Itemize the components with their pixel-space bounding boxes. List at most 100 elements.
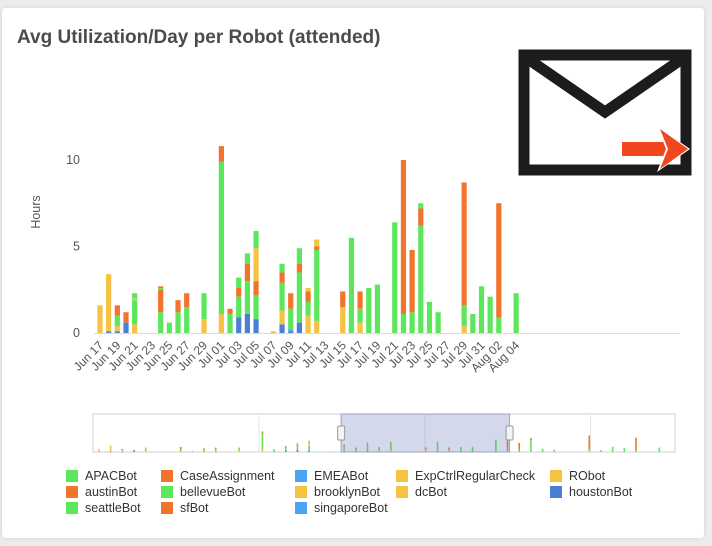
bar-segment[interactable]: [114, 326, 120, 332]
bar-segment[interactable]: [435, 312, 441, 333]
bar-segment[interactable]: [357, 308, 363, 323]
bar-segment[interactable]: [314, 243, 320, 247]
bar-segment[interactable]: [296, 263, 303, 273]
bar-segment[interactable]: [244, 253, 250, 264]
bar-segment[interactable]: [201, 319, 207, 333]
bar-segment[interactable]: [470, 313, 476, 333]
bar-segment[interactable]: [106, 274, 112, 332]
bar-segment[interactable]: [305, 301, 311, 316]
bar-segment[interactable]: [288, 331, 294, 333]
bar-segment[interactable]: [158, 289, 164, 313]
bar-segment[interactable]: [340, 307, 346, 333]
bar-segment[interactable]: [201, 293, 207, 295]
bar-segment[interactable]: [314, 239, 320, 244]
bar-segment[interactable]: [513, 313, 519, 333]
bar-segment[interactable]: [461, 182, 467, 204]
bar-segment[interactable]: [132, 300, 138, 325]
bar-segment[interactable]: [132, 324, 138, 333]
bar-segment[interactable]: [158, 312, 164, 333]
legend-item[interactable]: APACBot: [66, 469, 137, 483]
bar-segment[interactable]: [123, 312, 129, 323]
navigator-handle[interactable]: [337, 425, 346, 441]
bar-segment[interactable]: [296, 272, 303, 323]
bar-segment[interactable]: [270, 331, 276, 333]
bar-segment[interactable]: [487, 296, 493, 311]
bar-segment[interactable]: [478, 286, 485, 308]
bar-segment[interactable]: [288, 293, 294, 309]
bar-segment[interactable]: [114, 305, 120, 316]
bar-segment[interactable]: [357, 291, 363, 309]
bar-segment[interactable]: [305, 315, 311, 333]
bar-segment[interactable]: [123, 322, 129, 333]
bar-segment[interactable]: [132, 293, 138, 299]
bar-segment[interactable]: [175, 312, 181, 333]
mail-export-icon[interactable]: [518, 49, 692, 176]
bar-segment[interactable]: [114, 315, 120, 327]
bar-segment[interactable]: [426, 301, 433, 309]
bar-segment[interactable]: [184, 293, 190, 308]
bar-segment[interactable]: [374, 294, 381, 333]
bar-segment[interactable]: [496, 317, 502, 333]
bar-segment[interactable]: [418, 208, 424, 226]
legend-item[interactable]: seattleBot: [66, 501, 141, 515]
bar-segment[interactable]: [279, 324, 285, 333]
bar-segment[interactable]: [253, 248, 259, 282]
bar-segment[interactable]: [461, 203, 467, 306]
bar-segment[interactable]: [97, 305, 103, 333]
bar-segment[interactable]: [366, 288, 372, 333]
bar-segment[interactable]: [288, 308, 294, 330]
bar-segment[interactable]: [296, 322, 303, 333]
legend-item[interactable]: brooklynBot: [295, 485, 380, 499]
bar-segment[interactable]: [279, 263, 285, 273]
legend-item[interactable]: austinBot: [66, 485, 137, 499]
bar-segment[interactable]: [288, 329, 294, 332]
bar-segment[interactable]: [253, 281, 259, 295]
bar-segment[interactable]: [461, 305, 467, 327]
bar-segment[interactable]: [132, 298, 138, 301]
navigator-selection[interactable]: [340, 413, 511, 453]
bar-segment[interactable]: [487, 310, 493, 333]
bar-segment[interactable]: [374, 284, 381, 295]
bar-segment[interactable]: [496, 203, 502, 318]
bar-segment[interactable]: [305, 288, 311, 292]
bar-segment[interactable]: [227, 313, 233, 333]
legend-item[interactable]: ExpCtrlRegularCheck: [396, 469, 535, 483]
bar-segment[interactable]: [392, 222, 398, 333]
bar-segment[interactable]: [314, 246, 320, 250]
bar-segment[interactable]: [218, 313, 224, 333]
bar-segment[interactable]: [184, 307, 190, 333]
navigator[interactable]: [92, 413, 676, 453]
bar-segment[interactable]: [409, 312, 415, 333]
bar-segment[interactable]: [400, 160, 407, 314]
bar-segment[interactable]: [348, 243, 355, 333]
bar-segment[interactable]: [348, 237, 355, 244]
bar-segment[interactable]: [106, 331, 112, 333]
bar-segment[interactable]: [253, 319, 259, 333]
bar-segment[interactable]: [253, 230, 259, 249]
bar-segment[interactable]: [400, 313, 407, 333]
bar-segment[interactable]: [244, 263, 250, 282]
navigator-handle[interactable]: [505, 425, 514, 441]
bar-segment[interactable]: [279, 272, 285, 283]
bar-segment[interactable]: [418, 203, 424, 209]
legend-item[interactable]: bellevueBot: [161, 485, 245, 499]
bar-segment[interactable]: [114, 331, 120, 333]
bar-segment[interactable]: [201, 294, 207, 320]
bar-segment[interactable]: [305, 291, 311, 302]
bar-segment[interactable]: [279, 282, 285, 311]
bar-segment[interactable]: [357, 322, 363, 333]
bar-segment[interactable]: [175, 300, 181, 313]
bar-segment[interactable]: [218, 161, 224, 314]
bar-segment[interactable]: [513, 293, 519, 314]
bar-segment[interactable]: [279, 310, 285, 325]
legend-item[interactable]: EMEABot: [295, 469, 368, 483]
bar-segment[interactable]: [409, 249, 415, 313]
bar-segment[interactable]: [478, 307, 485, 333]
bar-segment[interactable]: [426, 308, 433, 333]
bar-segment[interactable]: [340, 291, 346, 308]
bar-segment[interactable]: [227, 308, 233, 314]
bar-segment[interactable]: [236, 277, 242, 289]
bar-segment[interactable]: [158, 288, 164, 290]
bar-segment[interactable]: [236, 317, 242, 333]
bar-segment[interactable]: [314, 249, 320, 321]
